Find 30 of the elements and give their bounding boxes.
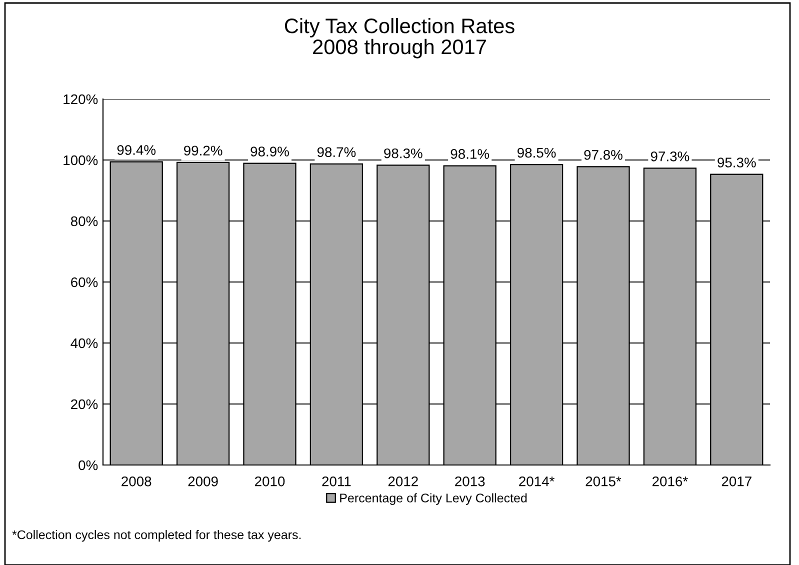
x-tick-label: 2010 xyxy=(255,476,285,486)
data-label: 99.2% xyxy=(184,146,222,156)
y-tick-label: 100% xyxy=(64,155,98,166)
y-tick-label: 80% xyxy=(70,216,98,226)
y-tick-label: 60% xyxy=(71,277,98,288)
x-tick-label: 2014* xyxy=(519,476,554,486)
legend-label: Percentage of City Levy Collected xyxy=(340,493,527,505)
x-tick-label: 2009 xyxy=(188,476,218,486)
y-tick-label: 20% xyxy=(71,399,98,410)
x-tick-label: 2017 xyxy=(722,476,752,486)
x-tick-label: 2015* xyxy=(586,476,622,486)
data-label: 98.9% xyxy=(250,146,289,156)
x-tick-label: 2013 xyxy=(455,476,485,486)
text: *Collection cycles not completed for these tax years. xyxy=(12,530,301,542)
data-label: 98.7% xyxy=(317,147,356,158)
chart-title: City Tax Collection Rates 2008 through 2017 xyxy=(284,18,514,58)
data-label: 98.1% xyxy=(450,149,490,159)
y-tick-label: 40% xyxy=(70,338,98,348)
x-tick-label: 2008 xyxy=(122,476,152,486)
y-tick-label: 0% xyxy=(78,460,98,470)
data-label: 97.8% xyxy=(584,150,622,160)
x-tick-label: 2012 xyxy=(388,476,418,486)
data-label: 99.4% xyxy=(117,145,156,155)
x-tick-label: 2011 xyxy=(322,476,351,486)
data-label: 95.3% xyxy=(718,158,756,168)
y-tick-label: 120% xyxy=(64,94,98,104)
x-tick-label: 2016* xyxy=(652,476,688,486)
data-label: 97.3% xyxy=(650,151,690,162)
data-label: 98.5% xyxy=(518,148,556,158)
data-label: 98.3% xyxy=(384,148,422,158)
